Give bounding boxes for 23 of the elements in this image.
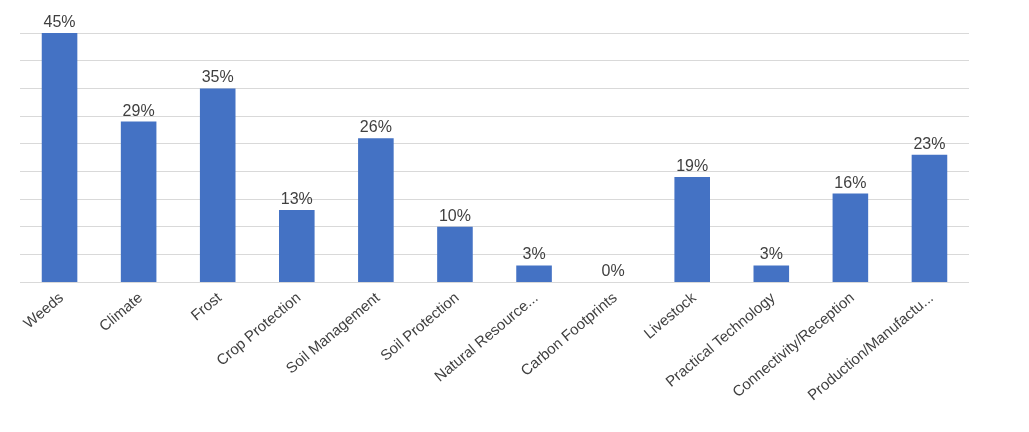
data-label: 35% [201, 68, 234, 86]
bar [437, 226, 473, 282]
bar [199, 88, 236, 282]
data-label: 13% [280, 190, 313, 208]
data-label: 26% [359, 118, 392, 136]
bar [41, 33, 78, 282]
data-label: 3% [522, 245, 546, 263]
data-label: 23% [913, 134, 946, 152]
bar [674, 176, 710, 282]
bar [120, 121, 157, 282]
bar [279, 210, 315, 282]
data-label: 29% [122, 101, 155, 119]
bar [832, 193, 869, 282]
bar [911, 154, 948, 282]
data-label: 10% [438, 206, 471, 224]
data-label: 16% [834, 173, 867, 191]
data-label: 0% [601, 262, 625, 279]
data-label: 19% [676, 156, 709, 174]
bar [358, 138, 394, 282]
bar [516, 265, 552, 282]
data-label: 3% [759, 245, 783, 263]
bar [753, 265, 790, 282]
data-label: 45% [43, 13, 76, 31]
